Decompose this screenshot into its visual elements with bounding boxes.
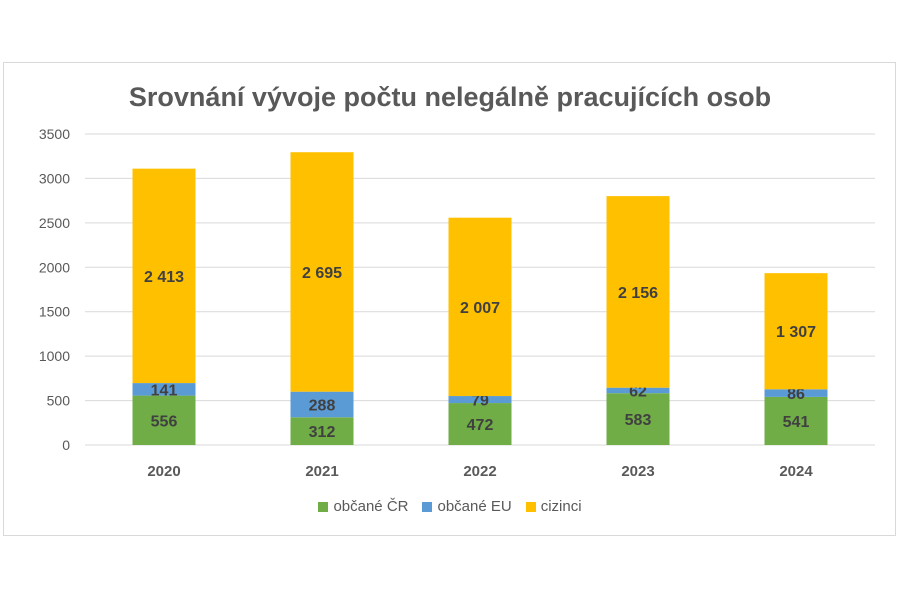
data-label: 288 [309,397,336,414]
bar-segment [448,396,512,404]
x-tick-label: 2021 [305,463,338,480]
bar-segment [764,389,828,397]
data-label: 62 [629,383,647,400]
legend-swatch [318,501,329,512]
data-label: 556 [151,413,178,430]
bar-segment [606,393,670,445]
data-label: 79 [471,393,489,410]
y-tick-label: 3000 [39,170,70,186]
bar-segment [290,152,354,392]
bar-segment [290,391,354,418]
data-label: 2 695 [302,265,342,282]
bar-segment [764,273,828,390]
data-label: 2 413 [144,269,184,286]
x-tick-label: 2022 [463,463,496,480]
data-label: 472 [467,417,494,434]
legend-label: cizinci [540,498,582,515]
y-tick-label: 2500 [39,215,70,231]
bar-segment [448,403,512,445]
bar-segment [764,396,828,445]
legend-swatch [422,501,433,512]
legend-label: občané EU [437,498,512,515]
data-label: 141 [151,382,178,399]
data-label: 2 156 [618,285,658,302]
x-tick-label: 2020 [147,463,180,480]
chart-title: Srovnání vývoje počtu nelegálně pracujíc… [128,82,772,112]
data-label: 86 [787,386,805,403]
chart-frame [3,62,896,536]
y-tick-label: 0 [62,437,70,453]
bar-segment [132,395,196,445]
data-label: 312 [309,424,336,441]
y-tick-label: 1500 [39,304,70,320]
y-tick-label: 3500 [39,126,70,142]
legend-item-eu: občané EU [422,498,512,515]
y-tick-label: 500 [47,393,71,409]
bar-segment [606,196,670,388]
bar-segment [132,383,196,396]
data-label: 583 [625,412,652,429]
bar-segment [448,217,512,397]
bar-segment [606,387,670,394]
legend: občané ČR občané EU cizinci [0,498,900,515]
x-tick-label: 2024 [779,463,813,480]
data-label: 1 307 [776,324,816,341]
data-label: 2 007 [460,300,500,317]
bar-segment [290,417,354,445]
legend-label: občané ČR [333,498,409,515]
data-label: 541 [783,414,810,431]
x-tick-label: 2023 [621,463,654,480]
bar-segment [132,168,196,384]
legend-swatch [525,501,536,512]
y-tick-label: 1000 [39,348,70,364]
legend-item-cizinci: cizinci [525,498,582,515]
legend-item-cr: občané ČR [318,498,408,515]
y-tick-label: 2000 [39,259,70,275]
